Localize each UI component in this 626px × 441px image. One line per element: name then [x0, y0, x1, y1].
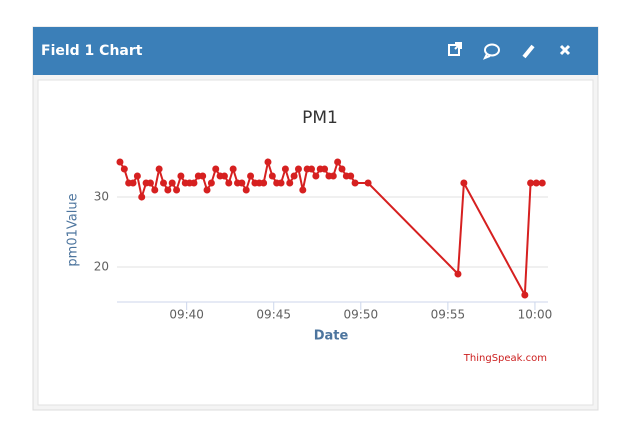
x-tick-label: 09:50 — [344, 308, 379, 322]
point — [207, 179, 215, 187]
point — [129, 179, 137, 187]
point — [299, 186, 307, 194]
point — [190, 179, 198, 187]
point — [168, 179, 176, 187]
point — [155, 165, 163, 173]
point — [164, 186, 172, 194]
point — [334, 158, 342, 166]
point — [268, 172, 276, 180]
point — [225, 179, 233, 187]
point — [203, 186, 211, 194]
point — [277, 179, 285, 187]
y-tick-label: 20 — [94, 260, 109, 274]
point — [138, 193, 146, 201]
y-axis-label: pm01Value — [66, 193, 81, 266]
point — [338, 165, 346, 173]
chart-area — [37, 79, 594, 406]
point — [159, 179, 167, 187]
x-tick-label: 09:40 — [169, 308, 204, 322]
point — [460, 179, 468, 187]
x-tick-label: 09:45 — [256, 308, 291, 322]
x-axis-label: Date — [314, 329, 349, 344]
point — [229, 165, 237, 173]
header-icons — [448, 42, 571, 60]
y-tick-label: 30 — [94, 190, 109, 204]
point — [364, 179, 372, 187]
point — [199, 172, 207, 180]
point — [290, 172, 298, 180]
point — [308, 165, 316, 173]
point — [329, 172, 337, 180]
point — [133, 172, 141, 180]
point — [242, 186, 250, 194]
point — [116, 158, 124, 166]
point — [220, 172, 228, 180]
point — [532, 179, 540, 187]
widget-header — [33, 27, 598, 75]
point — [151, 186, 159, 194]
point — [321, 165, 329, 173]
point — [264, 158, 272, 166]
point — [238, 179, 246, 187]
chart-title: PM1 — [302, 108, 338, 128]
point — [294, 165, 302, 173]
point — [281, 165, 289, 173]
edit-icon[interactable] — [522, 44, 535, 59]
point — [454, 270, 462, 278]
x-tick-label: 10:00 — [518, 308, 553, 322]
point — [260, 179, 268, 187]
point — [527, 179, 535, 187]
open-icon[interactable] — [448, 42, 462, 56]
point — [177, 172, 185, 180]
point — [120, 165, 128, 173]
point — [286, 179, 294, 187]
widget-title: Field 1 Chart — [41, 43, 143, 59]
point — [173, 186, 181, 194]
point — [146, 179, 154, 187]
point — [312, 172, 320, 180]
point — [538, 179, 546, 187]
x-tick-label: 09:55 — [431, 308, 466, 322]
credit: ThingSpeak.com — [463, 353, 547, 364]
point — [247, 172, 255, 180]
point — [347, 172, 355, 180]
point — [521, 291, 529, 299]
point — [212, 165, 220, 173]
comment-icon[interactable] — [482, 43, 500, 60]
close-icon[interactable] — [559, 44, 571, 56]
point — [351, 179, 359, 187]
